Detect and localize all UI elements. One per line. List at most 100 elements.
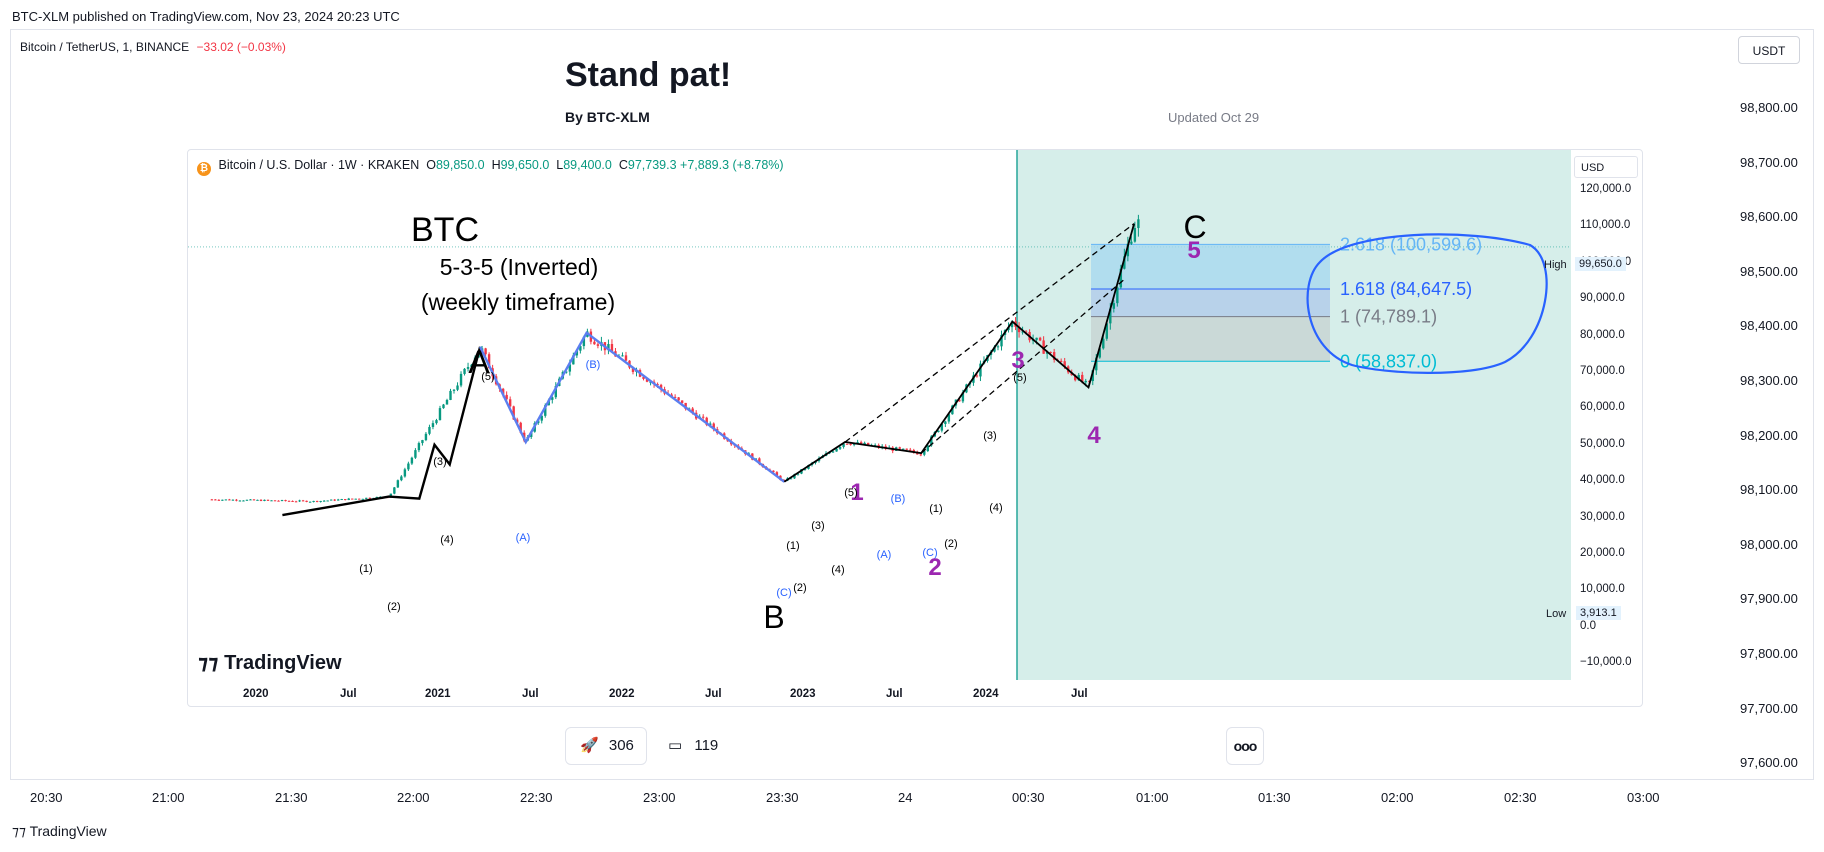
- candle: [898, 447, 901, 449]
- candle: [452, 389, 456, 391]
- candle: [1137, 219, 1140, 228]
- wave-5-label: 5: [1187, 237, 1200, 264]
- candle: [273, 500, 277, 502]
- candle: [351, 498, 354, 500]
- candle: [937, 430, 940, 433]
- outer-y-tick: 98,700.00: [1740, 154, 1798, 170]
- candle: [431, 423, 435, 427]
- outer-y-tick: 98,400.00: [1740, 318, 1798, 334]
- candle: [315, 500, 319, 502]
- candle: [221, 499, 224, 501]
- comments-button[interactable]: ▭ 119: [668, 736, 718, 754]
- idea-title: Stand pat!: [565, 56, 732, 94]
- candle: [909, 449, 912, 451]
- candle: [358, 498, 361, 500]
- wave-4-label: 4: [1087, 422, 1101, 449]
- candle: [393, 487, 396, 494]
- candle: [835, 448, 838, 452]
- outer-x-tick: 24: [898, 790, 913, 805]
- outer-x-tick: 23:00: [643, 790, 676, 805]
- outer-y-tick: 97,700.00: [1740, 700, 1798, 716]
- candle: [301, 500, 305, 502]
- candle: [621, 355, 624, 357]
- outer-y-tick: 98,500.00: [1740, 263, 1798, 279]
- inner-y-tick: 80,000.0: [1580, 328, 1625, 341]
- candle: [438, 408, 442, 421]
- fib-label-0: 0 (58,837.0): [1340, 351, 1437, 371]
- candle: [1112, 303, 1116, 309]
- candle: [789, 478, 793, 480]
- sub-wave-label: (5): [1013, 372, 1026, 384]
- candle: [1063, 361, 1066, 367]
- candle: [926, 445, 930, 451]
- candle: [414, 450, 417, 458]
- candle: [235, 499, 238, 501]
- candle: [1000, 334, 1003, 347]
- candle: [645, 378, 649, 382]
- sub-wave-label: (4): [989, 502, 1002, 514]
- candle: [228, 499, 231, 501]
- outer-y-tick: 98,200.00: [1740, 427, 1798, 443]
- low-label: Low: [1546, 608, 1567, 620]
- candle: [336, 499, 340, 501]
- candle: [1095, 357, 1098, 371]
- inner-x-tick: 2020: [243, 688, 269, 700]
- candle: [298, 500, 301, 502]
- candle: [410, 457, 414, 464]
- candle: [919, 454, 922, 456]
- inner-x-tick: Jul: [522, 688, 539, 700]
- candle: [487, 354, 491, 369]
- ohlc-high: H99,650.0: [491, 158, 550, 172]
- candle: [403, 469, 407, 477]
- wave-b-line: [479, 331, 786, 483]
- idea-updated: Updated Oct 29: [1168, 110, 1260, 125]
- boost-button[interactable]: 🚀 306: [565, 727, 647, 765]
- sub-wave-label-blue: (B): [586, 359, 601, 371]
- candle: [642, 376, 645, 379]
- candle: [1098, 348, 1101, 358]
- inner-currency-button[interactable]: USD: [1574, 156, 1638, 178]
- candle: [421, 440, 424, 444]
- candle: [312, 500, 315, 502]
- inner-y-tick: 20,000.0: [1580, 547, 1625, 559]
- candle: [214, 499, 217, 501]
- candle: [259, 499, 263, 502]
- candle: [1081, 374, 1084, 383]
- candle: [1105, 323, 1109, 339]
- idea-author[interactable]: By BTC-XLM: [565, 109, 650, 125]
- outer-x-tick: 03:00: [1627, 790, 1660, 805]
- channel-upper: [844, 223, 1135, 443]
- candle: [333, 499, 336, 501]
- candle: [280, 500, 284, 502]
- candle: [673, 396, 677, 398]
- candle: [466, 367, 470, 369]
- candle: [1091, 370, 1094, 382]
- candle: [1049, 351, 1052, 353]
- projection-zone: [1017, 150, 1571, 680]
- fib-zone-2618: [1091, 244, 1330, 289]
- more-options-button[interactable]: ooo: [1226, 727, 1264, 765]
- candle: [551, 397, 554, 400]
- sub-wave-label: (2): [793, 582, 806, 594]
- bitcoin-icon: ₿: [197, 162, 211, 176]
- candle: [249, 499, 252, 501]
- inner-y-tick: 40,000.0: [1580, 474, 1625, 487]
- candle: [1116, 287, 1119, 304]
- candle: [505, 394, 508, 400]
- candle: [554, 385, 557, 398]
- candle: [930, 436, 933, 446]
- outer-x-tick: 21:30: [275, 790, 308, 805]
- outer-x-tick: 01:00: [1136, 790, 1169, 805]
- candle: [322, 500, 326, 502]
- high-value-badge: 99,650.0: [1575, 257, 1626, 271]
- candle: [287, 500, 291, 502]
- outer-currency-button[interactable]: USDT: [1738, 36, 1800, 64]
- candle: [701, 416, 705, 418]
- candle: [361, 498, 364, 500]
- inner-x-tick: Jul: [340, 688, 357, 700]
- candle: [961, 392, 965, 402]
- inner-chart-frame: [187, 149, 1643, 707]
- candle: [463, 368, 466, 374]
- wave-a-line: [282, 346, 482, 517]
- candle: [958, 399, 961, 402]
